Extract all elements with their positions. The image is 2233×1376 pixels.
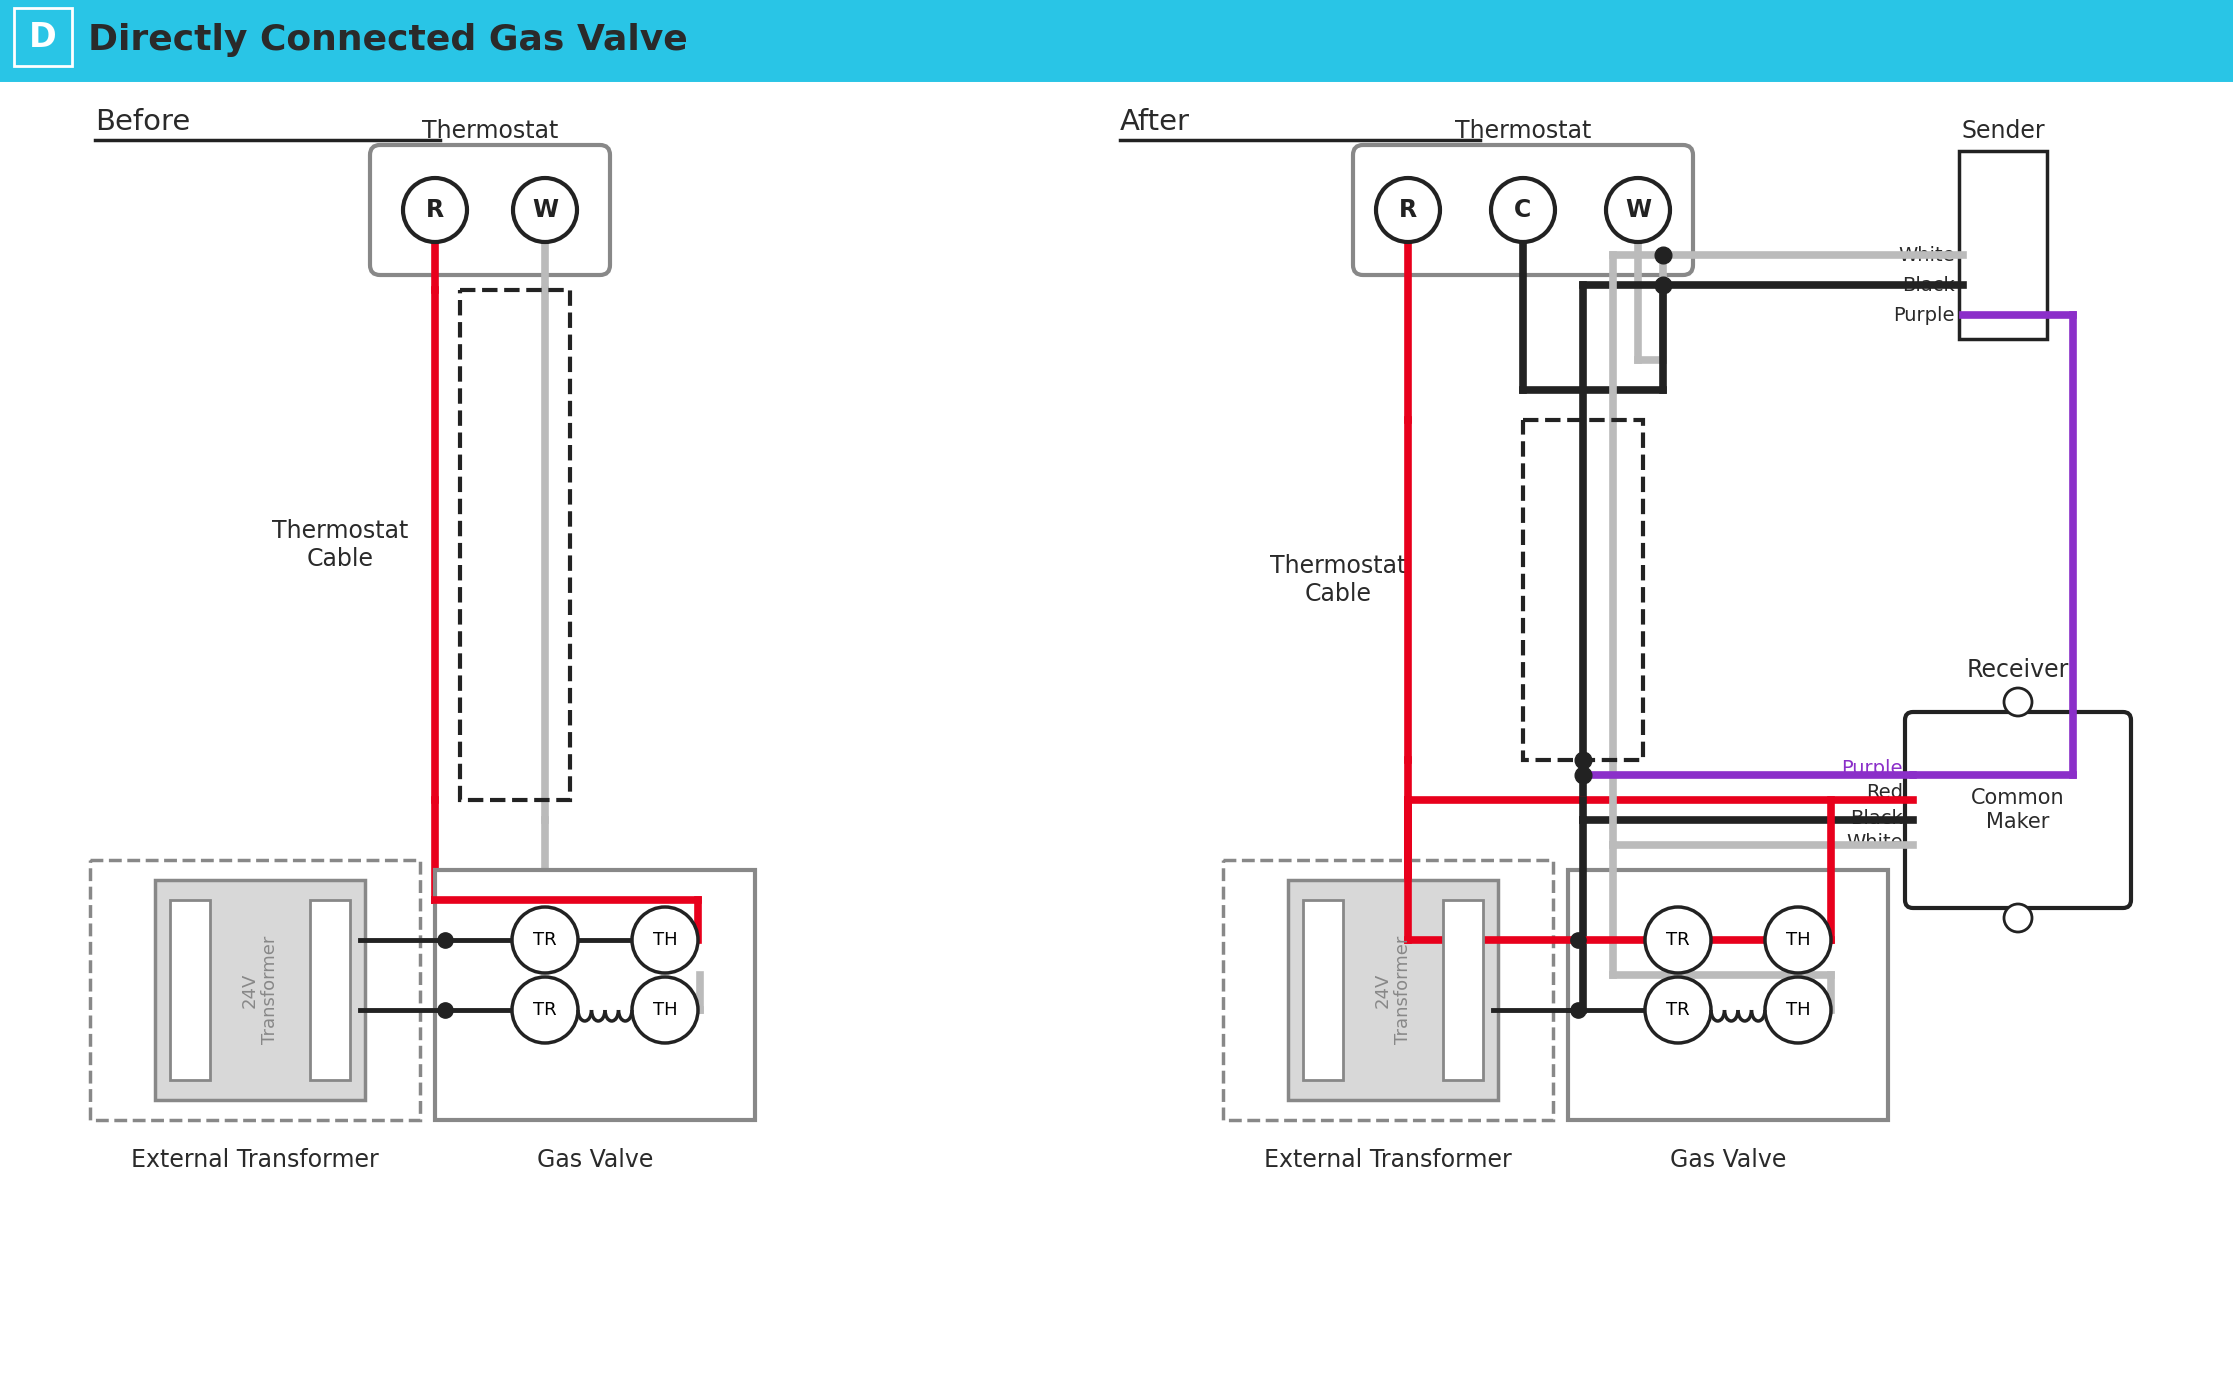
- Text: Black: Black: [1851, 809, 1903, 827]
- FancyBboxPatch shape: [170, 900, 210, 1080]
- Text: Thermostat: Thermostat: [1456, 118, 1592, 143]
- Circle shape: [514, 178, 576, 242]
- Circle shape: [1606, 178, 1670, 242]
- Text: White: White: [1898, 245, 1956, 264]
- Text: Purple: Purple: [1842, 758, 1903, 777]
- Text: Thermostat
Cable: Thermostat Cable: [1271, 555, 1407, 605]
- Text: R: R: [427, 198, 444, 222]
- Text: TH: TH: [652, 932, 677, 949]
- Circle shape: [402, 178, 467, 242]
- FancyBboxPatch shape: [1905, 711, 2130, 908]
- Text: Thermostat
Cable: Thermostat Cable: [272, 519, 409, 571]
- FancyBboxPatch shape: [1958, 151, 2048, 338]
- Circle shape: [511, 907, 578, 973]
- Text: After: After: [1121, 107, 1190, 136]
- Text: 24V
Transformer: 24V Transformer: [1373, 936, 1413, 1044]
- Text: Before: Before: [96, 107, 190, 136]
- Circle shape: [2003, 904, 2032, 932]
- Circle shape: [2003, 688, 2032, 716]
- Text: R: R: [1398, 198, 1418, 222]
- Text: Thermostat: Thermostat: [422, 118, 558, 143]
- Text: TH: TH: [1786, 932, 1811, 949]
- Text: TH: TH: [652, 1000, 677, 1020]
- Text: W: W: [1626, 198, 1650, 222]
- Text: TR: TR: [1666, 1000, 1690, 1020]
- Bar: [13, 8, 71, 66]
- FancyBboxPatch shape: [13, 8, 71, 66]
- Text: White: White: [1847, 834, 1903, 853]
- Text: C: C: [1514, 198, 1532, 222]
- Circle shape: [1646, 977, 1710, 1043]
- FancyBboxPatch shape: [1353, 144, 1693, 275]
- Text: External Transformer: External Transformer: [1264, 1148, 1512, 1172]
- FancyBboxPatch shape: [435, 870, 755, 1120]
- Text: 24V
Transformer: 24V Transformer: [241, 936, 279, 1044]
- Text: W: W: [531, 198, 558, 222]
- Text: TR: TR: [534, 932, 556, 949]
- FancyBboxPatch shape: [1304, 900, 1342, 1080]
- Bar: [0, 0, 2233, 78]
- Circle shape: [632, 907, 699, 973]
- Text: TR: TR: [1666, 932, 1690, 949]
- Text: Common
Maker: Common Maker: [1972, 788, 2066, 831]
- FancyBboxPatch shape: [154, 881, 364, 1099]
- Text: Purple: Purple: [1894, 305, 1956, 325]
- Text: D: D: [29, 21, 56, 54]
- Circle shape: [1764, 977, 1831, 1043]
- FancyBboxPatch shape: [371, 144, 610, 275]
- Circle shape: [511, 977, 578, 1043]
- Circle shape: [1492, 178, 1554, 242]
- Text: Gas Valve: Gas Valve: [1670, 1148, 1786, 1172]
- Circle shape: [632, 977, 699, 1043]
- FancyBboxPatch shape: [1443, 900, 1483, 1080]
- Circle shape: [1764, 907, 1831, 973]
- FancyBboxPatch shape: [310, 900, 351, 1080]
- Text: Receiver: Receiver: [1967, 658, 2070, 682]
- Text: Black: Black: [1903, 275, 1956, 294]
- Text: Directly Connected Gas Valve: Directly Connected Gas Valve: [87, 23, 688, 56]
- Text: Red: Red: [1867, 783, 1903, 802]
- FancyBboxPatch shape: [1288, 881, 1498, 1099]
- Text: Gas Valve: Gas Valve: [536, 1148, 654, 1172]
- Circle shape: [1376, 178, 1440, 242]
- Text: TH: TH: [1786, 1000, 1811, 1020]
- Text: External Transformer: External Transformer: [132, 1148, 380, 1172]
- Text: TR: TR: [534, 1000, 556, 1020]
- FancyBboxPatch shape: [1568, 870, 1887, 1120]
- Text: Sender: Sender: [1961, 118, 2045, 143]
- Circle shape: [1646, 907, 1710, 973]
